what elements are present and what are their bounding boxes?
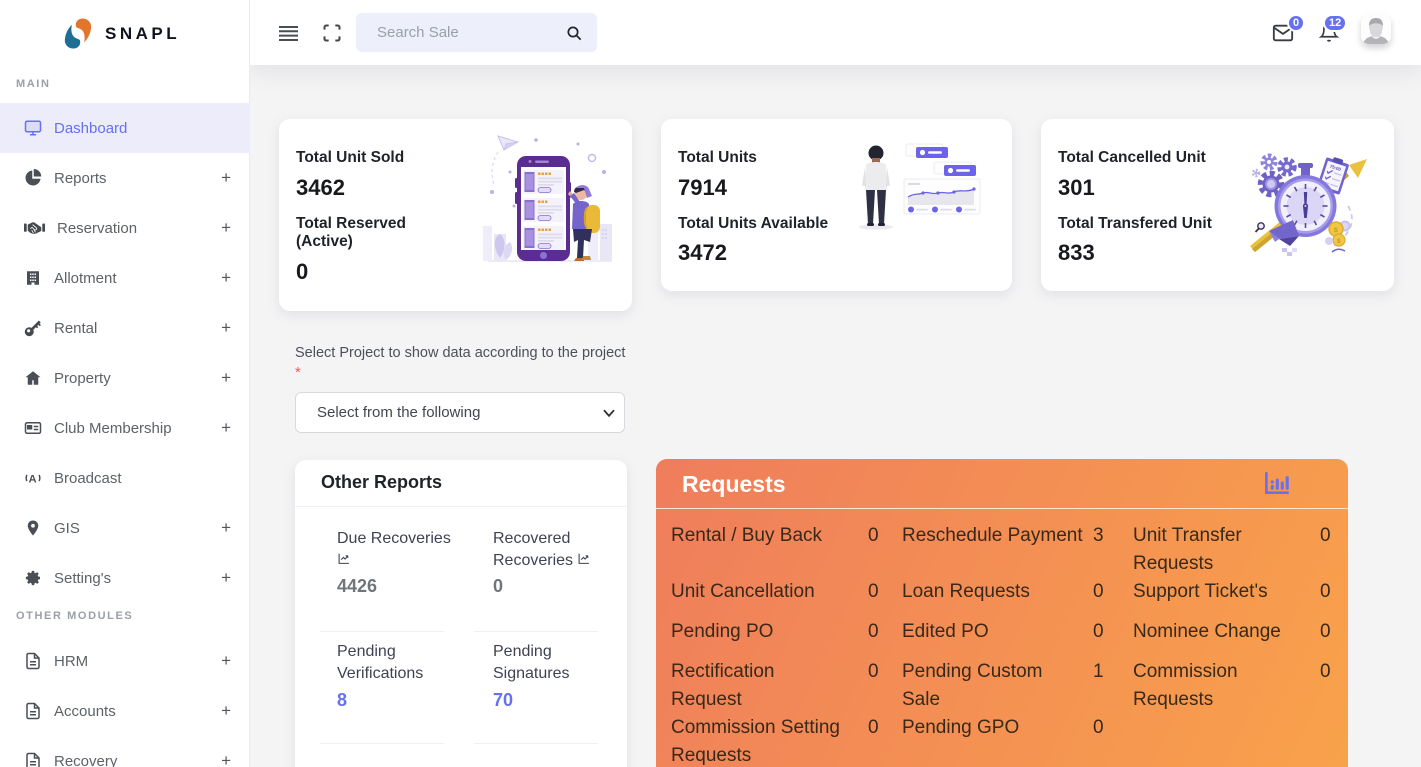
svg-text:75:00: 75:00 [1329,164,1342,172]
svg-text:$: $ [1334,227,1338,234]
svg-text:A: A [29,474,37,486]
svg-text:$: $ [1337,238,1341,245]
